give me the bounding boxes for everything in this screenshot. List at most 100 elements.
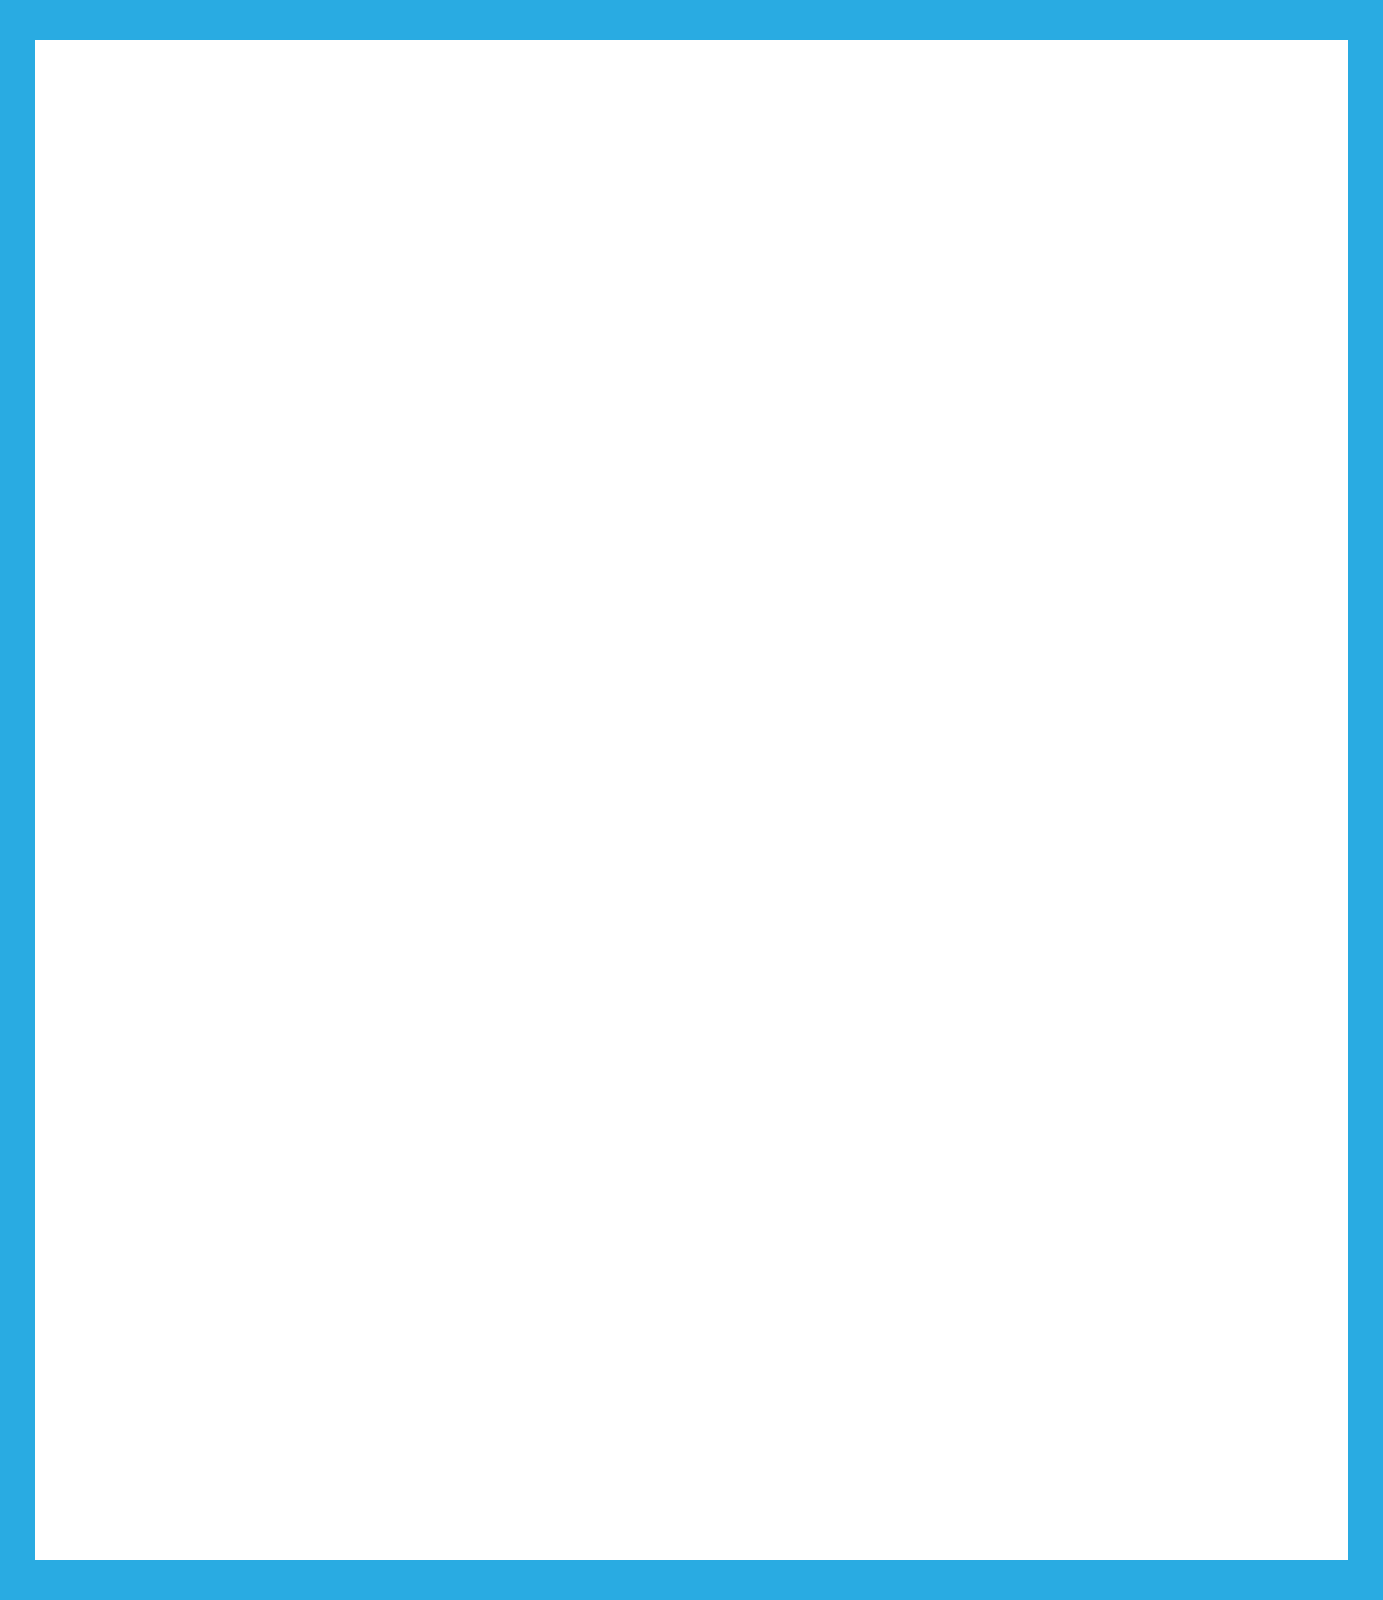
Circle shape: [1140, 461, 1156, 480]
Bar: [705, 1315, 816, 1427]
Text: 484: 484: [387, 526, 407, 536]
Text: FUSE 11: FUSE 11: [877, 155, 922, 165]
Text: ORG/BLK: ORG/BLK: [272, 526, 319, 536]
Text: PNK/LT BLU (OT TAN/YEL): PNK/LT BLU (OT TAN/YEL): [881, 1110, 889, 1219]
Text: LEFT RR: LEFT RR: [181, 781, 221, 790]
Text: 802: 802: [408, 842, 427, 851]
Text: ILLUM: ILLUM: [192, 507, 221, 517]
Bar: [512, 1315, 622, 1427]
Text: NOT USED: NOT USED: [170, 619, 221, 629]
Text: HOT IN ACCY OR RUN: HOT IN ACCY OR RUN: [757, 51, 875, 61]
Text: C257: C257: [253, 707, 282, 717]
Text: YEL/BLK: YEL/BLK: [272, 486, 314, 496]
Text: NOT USED: NOT USED: [170, 578, 221, 587]
Text: 4: 4: [253, 507, 260, 517]
Text: YEL/BLK: YEL/BLK: [869, 294, 880, 336]
Text: 15A: 15A: [877, 186, 899, 195]
Text: ILLUM: ILLUM: [192, 526, 221, 536]
Text: NOT USED: NOT USED: [170, 598, 221, 608]
Text: ORG/RED: ORG/RED: [1137, 1179, 1145, 1219]
Text: LT BLU/WHT: LT BLU/WHT: [272, 741, 333, 750]
Text: 805: 805: [408, 802, 427, 811]
Text: 2: 2: [253, 466, 260, 475]
Text: LEFT RR: LEFT RR: [181, 762, 221, 771]
Text: BATTERY (B+): BATTERY (B+): [154, 446, 221, 456]
Text: PNK/LT BLU (OR TAN/YEL): PNK/LT BLU (OR TAN/YEL): [272, 781, 402, 790]
Text: 804: 804: [408, 722, 427, 731]
Text: 7: 7: [253, 578, 260, 587]
Text: LEFT REAR: LEFT REAR: [889, 1454, 950, 1464]
Text: 3: 3: [253, 762, 260, 771]
Text: FUSE 1: FUSE 1: [660, 155, 698, 165]
Text: G123: G123: [1184, 568, 1212, 578]
Text: 19: 19: [387, 507, 401, 517]
Text: LT BLU/WHT
(OR DK GRN/ORG): LT BLU/WHT (OR DK GRN/ORG): [523, 1141, 542, 1219]
Text: ORG/RED: ORG/RED: [272, 842, 321, 851]
Text: LEFT FRT: LEFT FRT: [177, 722, 221, 731]
Text: 5: 5: [253, 526, 260, 536]
Text: 6: 6: [253, 821, 260, 830]
Text: RIGHT RR: RIGHT RR: [174, 861, 221, 870]
Text: FUSE: FUSE: [1117, 88, 1147, 98]
Text: GROUND: GROUND: [177, 466, 221, 475]
Text: BLK/WHT: BLK/WHT: [272, 861, 319, 870]
Text: 1: 1: [253, 722, 260, 731]
Text: LT BLU/RED: LT BLU/RED: [272, 507, 332, 517]
Text: 2: 2: [253, 741, 260, 750]
Text: 8: 8: [253, 861, 260, 870]
Text: C258: C258: [253, 931, 282, 941]
Text: 7: 7: [253, 842, 260, 851]
Text: 137: 137: [387, 486, 407, 496]
Text: 1: 1: [253, 446, 260, 456]
Text: RIGHT RR: RIGHT RR: [174, 842, 221, 851]
Text: (1990-91) G100: (1990-91) G100: [1184, 486, 1267, 496]
Text: 8: 8: [253, 598, 260, 608]
Text: ORG/LT GRN
(OR WHT/LT GRN): ORG/LT GRN (OR WHT/LT GRN): [592, 1142, 611, 1219]
Text: RADIO: RADIO: [55, 963, 97, 976]
Text: 5: 5: [253, 802, 260, 811]
Text: GROUND: GROUND: [177, 547, 221, 557]
Circle shape: [851, 459, 870, 482]
Text: HOT AT ALL TIMES: HOT AT ALL TIMES: [560, 51, 662, 61]
Text: RIGHT DOOR: RIGHT DOOR: [725, 1454, 797, 1464]
Text: 287: 287: [408, 861, 427, 870]
Circle shape: [853, 139, 867, 155]
Text: 57: 57: [387, 466, 401, 475]
Text: RED: RED: [1106, 531, 1129, 541]
Text: 694: 694: [387, 547, 407, 557]
Text: (1992-93) G200: (1992-93) G200: [1184, 446, 1267, 456]
Text: BLK: BLK: [1021, 450, 1040, 459]
Text: PANEL: PANEL: [1117, 117, 1152, 126]
Text: BLK/WHT: BLK/WHT: [1068, 1179, 1076, 1219]
Text: LEFT FRT: LEFT FRT: [177, 741, 221, 750]
Bar: [1051, 1315, 1162, 1427]
Text: 801: 801: [678, 781, 697, 790]
Text: PNK/LT GRN: PNK/LT GRN: [272, 762, 333, 771]
Text: IGNITION: IGNITION: [177, 486, 221, 496]
Text: BLK: BLK: [272, 466, 292, 475]
Text: RIGHT FRT: RIGHT FRT: [170, 821, 221, 830]
Text: 4: 4: [253, 781, 260, 790]
Bar: [55, 424, 228, 685]
Text: 3: 3: [253, 486, 260, 496]
Text: 54: 54: [387, 446, 401, 456]
Text: 807: 807: [408, 762, 427, 771]
Text: RIGHT FRT: RIGHT FRT: [170, 802, 221, 811]
Circle shape: [853, 216, 867, 232]
Circle shape: [1174, 462, 1188, 478]
Text: RED: RED: [272, 547, 295, 557]
Text: PNK/LT GRN: PNK/LT GRN: [950, 1168, 958, 1219]
Text: INTERIOR LIGHTS: INTERIOR LIGHTS: [631, 526, 721, 536]
Text: DK GRN/ORG: DK GRN/ORG: [722, 1163, 730, 1219]
Text: ORG/LT GRN: ORG/LT GRN: [272, 722, 336, 731]
Text: 811: 811: [408, 821, 427, 830]
Text: LEFT DOOR: LEFT DOOR: [535, 1454, 599, 1464]
Circle shape: [636, 216, 650, 232]
Text: LT GRN/YEL: LT GRN/YEL: [651, 277, 662, 334]
Circle shape: [1174, 544, 1188, 560]
Text: RIGHT REAR: RIGHT REAR: [1072, 1454, 1141, 1464]
Text: 813: 813: [408, 741, 427, 750]
Circle shape: [748, 440, 768, 462]
Text: 6: 6: [253, 547, 260, 557]
Text: LT GRN/YEL: LT GRN/YEL: [272, 446, 332, 456]
